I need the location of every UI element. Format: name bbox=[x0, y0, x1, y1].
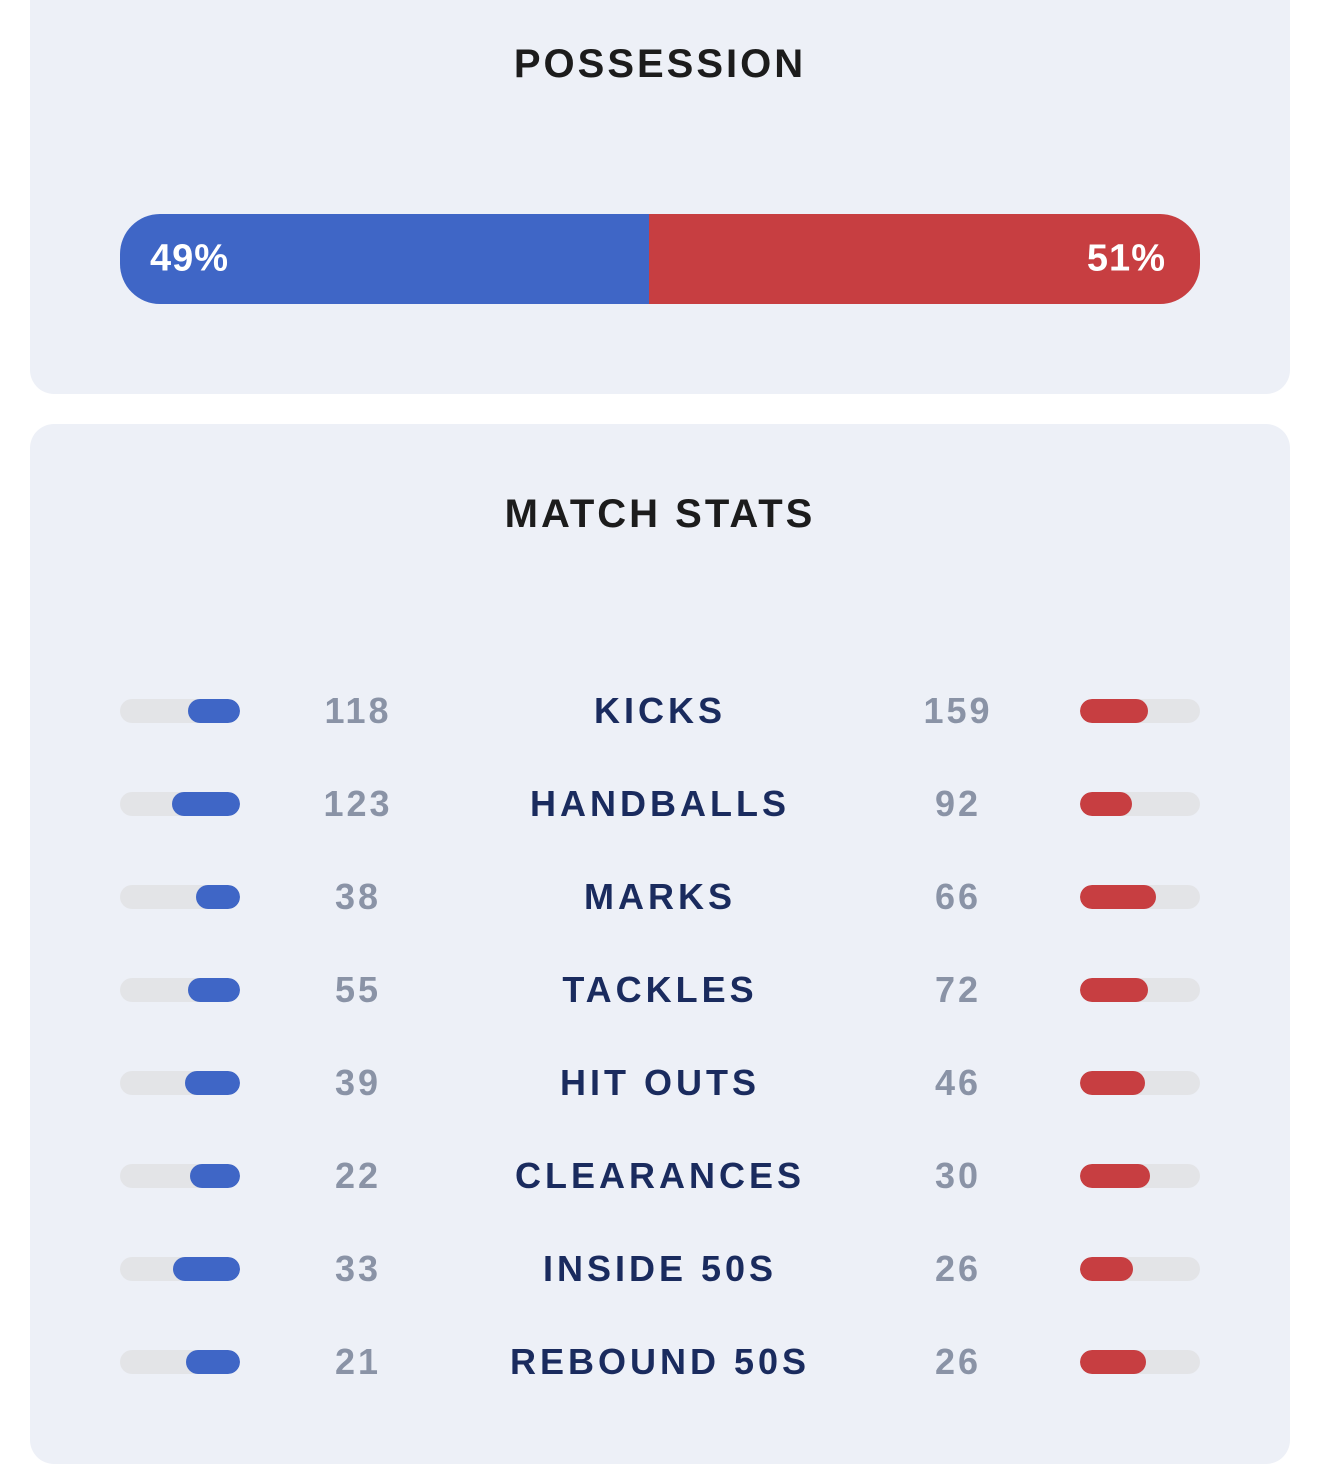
home-stat-value: 55 bbox=[334, 969, 382, 1010]
away-stat-bar bbox=[1080, 978, 1200, 1002]
possession-away-segment: 51% bbox=[649, 214, 1200, 304]
stat-label: INSIDE 50S bbox=[542, 1248, 778, 1289]
home-stat-bar-fill bbox=[195, 885, 240, 909]
away-stat-bar bbox=[1080, 1350, 1200, 1374]
away-stat-bar-fill bbox=[1080, 1350, 1146, 1374]
possession-away-label: 51% bbox=[1086, 237, 1166, 280]
home-stat-bar bbox=[120, 1257, 240, 1281]
stat-row: 33 INSIDE 50S 26 bbox=[30, 1244, 1290, 1294]
away-stat-bar bbox=[1080, 885, 1200, 909]
away-stat-value: 46 bbox=[934, 1062, 982, 1103]
stat-label: CLEARANCES bbox=[514, 1155, 805, 1196]
stat-label: KICKS bbox=[593, 690, 726, 731]
home-stat-value: 33 bbox=[334, 1248, 382, 1289]
away-stat-bar-fill bbox=[1080, 699, 1149, 723]
possession-card: POSSESSION 49% 51% bbox=[30, 0, 1290, 394]
possession-home-segment: 49% bbox=[120, 214, 650, 304]
possession-title: POSSESSION bbox=[513, 42, 807, 86]
stat-label: REBOUND 50S bbox=[509, 1341, 811, 1382]
stat-row: 55 TACKLES 72 bbox=[30, 965, 1290, 1015]
stat-row: 39 HIT OUTS 46 bbox=[30, 1058, 1290, 1108]
home-stat-bar bbox=[120, 792, 240, 816]
away-stat-value: 26 bbox=[934, 1341, 982, 1382]
away-stat-bar bbox=[1080, 1071, 1200, 1095]
away-stat-bar-fill bbox=[1080, 885, 1156, 909]
away-stat-bar-fill bbox=[1080, 1257, 1133, 1281]
possession-home-label: 49% bbox=[150, 237, 230, 280]
home-stat-value: 39 bbox=[334, 1062, 382, 1103]
away-stat-bar-fill bbox=[1080, 792, 1132, 816]
away-stat-bar-fill bbox=[1080, 1071, 1145, 1095]
away-stat-bar bbox=[1080, 1257, 1200, 1281]
match-stats-card: MATCH STATS 118 KICKS 159 123 HANDBALLS 92 38 M… bbox=[30, 424, 1290, 1464]
home-stat-value: 22 bbox=[334, 1155, 382, 1196]
away-stat-bar bbox=[1080, 792, 1200, 816]
stat-row: 38 MARKS 66 bbox=[30, 872, 1290, 922]
stat-label: HANDBALLS bbox=[530, 783, 790, 824]
away-stat-bar-fill bbox=[1080, 1164, 1150, 1188]
away-stat-value: 66 bbox=[934, 876, 982, 917]
stat-label: MARKS bbox=[584, 876, 736, 917]
home-stat-bar bbox=[120, 885, 240, 909]
stat-row: 22 CLEARANCES 30 bbox=[30, 1151, 1290, 1201]
home-stat-bar bbox=[120, 699, 240, 723]
home-stat-bar-fill bbox=[172, 1257, 240, 1281]
home-stat-bar-fill bbox=[189, 1164, 240, 1188]
home-stat-bar-fill bbox=[188, 978, 240, 1002]
home-stat-value: 21 bbox=[334, 1341, 382, 1382]
home-stat-value: 118 bbox=[324, 690, 392, 731]
away-stat-value: 26 bbox=[934, 1248, 982, 1289]
home-stat-bar bbox=[120, 1071, 240, 1095]
stat-row: 123 HANDBALLS 92 bbox=[30, 779, 1290, 829]
away-stat-bar bbox=[1080, 1164, 1200, 1188]
home-stat-bar bbox=[120, 978, 240, 1002]
home-stat-bar bbox=[120, 1350, 240, 1374]
home-stat-value: 123 bbox=[323, 783, 393, 824]
home-stat-bar-fill bbox=[186, 1350, 240, 1374]
stat-label: TACKLES bbox=[562, 969, 758, 1010]
home-stat-bar-fill bbox=[171, 792, 240, 816]
away-stat-value: 72 bbox=[934, 969, 982, 1010]
stat-row: 118 KICKS 159 bbox=[30, 686, 1290, 736]
away-stat-bar bbox=[1080, 699, 1200, 723]
stat-label: HIT OUTS bbox=[560, 1062, 760, 1103]
home-stat-bar-fill bbox=[188, 699, 240, 723]
stat-row: 21 REBOUND 50S 26 bbox=[30, 1337, 1290, 1387]
home-stat-bar bbox=[120, 1164, 240, 1188]
possession-bar: 49% 51% bbox=[120, 214, 1200, 304]
home-stat-bar-fill bbox=[184, 1071, 240, 1095]
match-stats-title: MATCH STATS bbox=[504, 492, 816, 536]
home-stat-value: 38 bbox=[334, 876, 382, 917]
away-stat-bar-fill bbox=[1080, 978, 1149, 1002]
away-stat-value: 159 bbox=[923, 690, 993, 731]
away-stat-value: 92 bbox=[934, 783, 982, 824]
away-stat-value: 30 bbox=[934, 1155, 982, 1196]
